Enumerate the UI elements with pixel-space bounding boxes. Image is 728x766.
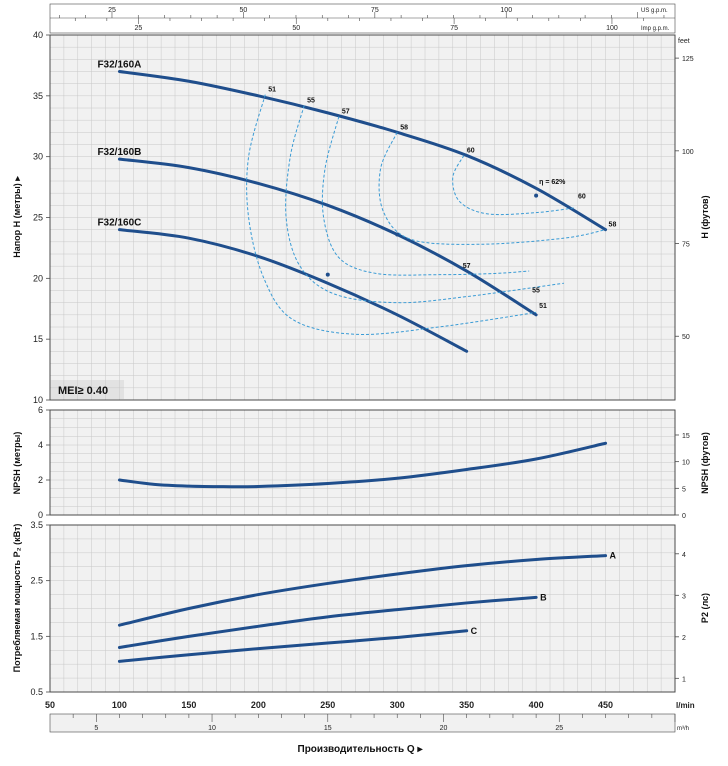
head-series-f32-160c xyxy=(117,228,469,353)
power-ylabel: Потребляемая мощность P₂ (кВт) xyxy=(12,524,22,673)
efficiency-isoline xyxy=(246,94,537,335)
feet-unit-label: feet xyxy=(678,38,690,45)
head-ytick-right-label: 100 xyxy=(682,149,694,156)
power-ytick-label: 1.5 xyxy=(30,631,43,641)
power-ytick-right-label: 3 xyxy=(682,593,686,600)
efficiency-isoline xyxy=(452,155,576,216)
efficiency-label: 55 xyxy=(532,287,540,294)
head-series-label: F32/160C xyxy=(97,218,141,229)
x-impgpm-tick-label: 75 xyxy=(450,25,458,32)
power-ytick-right-label: 1 xyxy=(682,676,686,683)
head-ytick-label: 20 xyxy=(33,273,43,283)
head-ytick-right-label: 50 xyxy=(682,334,690,341)
top-strip xyxy=(49,3,676,34)
power-ytick-label: 3.5 xyxy=(30,520,43,530)
power-series-c xyxy=(117,629,469,663)
x-lmin-tick-label: 50 xyxy=(45,700,55,710)
x-m3h-tick-label: 5 xyxy=(94,725,98,732)
power-ytick-right-label: 2 xyxy=(682,635,686,642)
x-usgpm-unit: US g.p.m. xyxy=(641,8,668,14)
power-series-label: A xyxy=(610,551,617,561)
power-series-label: B xyxy=(540,592,547,602)
efficiency-isoline xyxy=(285,105,564,304)
npsh-ylabel-right: NPSH (футов) xyxy=(700,432,710,494)
x-title: Производительность Q ▸ xyxy=(298,744,424,755)
head-ylabel-right: H (футов) xyxy=(700,195,710,238)
power-series-label: C xyxy=(471,626,478,636)
x-lmin-tick-label: 250 xyxy=(320,700,335,710)
efficiency-point xyxy=(395,232,400,237)
x-lmin-tick-label: 100 xyxy=(112,700,127,710)
head-series-label: F32/160B xyxy=(97,147,141,158)
npsh-panel-frame xyxy=(49,409,676,516)
npsh-ytick-label: 4 xyxy=(38,440,43,450)
npsh-ytick-right-label: 0 xyxy=(682,513,686,520)
head-series-f32-160b xyxy=(117,157,538,317)
efficiency-isoline xyxy=(378,132,606,245)
power-panel-frame xyxy=(49,524,676,693)
x-lmin-tick-label: 450 xyxy=(598,700,613,710)
x-impgpm-unit: Imp g.p.m. xyxy=(641,26,670,32)
head-ytick-label: 15 xyxy=(33,334,43,344)
npsh-ytick-right-label: 10 xyxy=(682,460,690,467)
power-ytick-right-label: 4 xyxy=(682,552,686,559)
power-ytick-label: 0.5 xyxy=(30,687,43,697)
efficiency-label: 58 xyxy=(400,124,408,131)
x-lmin-tick-label: 200 xyxy=(251,700,266,710)
x-impgpm-tick-label: 100 xyxy=(606,25,618,32)
head-ytick-right-label: 125 xyxy=(682,56,694,63)
power-series-b xyxy=(117,595,538,649)
npsh-ytick-label: 6 xyxy=(38,405,43,415)
power-ylabel-right: P2 (лс) xyxy=(700,593,710,623)
efficiency-label: η = 62% xyxy=(539,179,566,186)
x-impgpm-tick-label: 25 xyxy=(135,25,143,32)
head-series-f32-160a xyxy=(117,70,608,232)
x-lmin-tick-label: 150 xyxy=(181,700,196,710)
x-m3h-tick-label: 25 xyxy=(555,725,563,732)
efficiency-label: 60 xyxy=(578,194,586,201)
efficiency-isoline xyxy=(321,116,530,276)
power-series-a xyxy=(117,554,608,627)
npsh-ytick-label: 2 xyxy=(38,475,43,485)
x-usgpm-tick-label: 50 xyxy=(240,7,248,14)
head-ytick-label: 40 xyxy=(33,30,43,40)
x-m3h-unit: m³/h xyxy=(677,726,689,732)
npsh-ytick-right-label: 5 xyxy=(682,486,686,493)
efficiency-label: 60 xyxy=(467,147,475,154)
head-ytick-label: 25 xyxy=(33,213,43,223)
npsh-series-npsh xyxy=(117,441,608,489)
npsh-ytick-right-label: 15 xyxy=(682,433,690,440)
head-ytick-label: 35 xyxy=(33,91,43,101)
npsh-ytick-label: 0 xyxy=(38,510,43,520)
head-series-label: F32/160A xyxy=(97,60,141,71)
m3h-strip xyxy=(49,713,676,733)
efficiency-label: 55 xyxy=(307,98,315,105)
head-ylabel: Напор H (метры) ▸ xyxy=(12,176,22,258)
x-m3h-tick-label: 10 xyxy=(208,725,216,732)
x-lmin-tick-label: 300 xyxy=(390,700,405,710)
power-ytick-label: 2.5 xyxy=(30,576,43,586)
x-impgpm-tick-label: 50 xyxy=(292,25,300,32)
efficiency-label: 58 xyxy=(609,222,617,229)
x-lmin-tick-label: 350 xyxy=(459,700,474,710)
efficiency-point xyxy=(325,272,330,277)
mei-label: MEI≥ 0.40 xyxy=(58,385,108,397)
x-usgpm-tick-label: 100 xyxy=(500,7,512,14)
head-ytick-right-label: 75 xyxy=(682,242,690,249)
efficiency-point xyxy=(534,193,539,198)
x-m3h-tick-label: 15 xyxy=(324,725,332,732)
head-ytick-label: 10 xyxy=(33,395,43,405)
efficiency-label: 57 xyxy=(463,263,471,270)
npsh-ylabel: NPSH (метры) xyxy=(12,432,22,495)
efficiency-label: 57 xyxy=(342,109,350,116)
x-lmin-unit: l/min xyxy=(676,701,695,710)
efficiency-label: 51 xyxy=(268,87,276,94)
x-lmin-tick-label: 400 xyxy=(529,700,544,710)
head-ytick-label: 30 xyxy=(33,152,43,162)
x-usgpm-tick-label: 75 xyxy=(371,7,379,14)
efficiency-label: 51 xyxy=(539,303,547,310)
x-m3h-tick-label: 20 xyxy=(440,725,448,732)
x-usgpm-tick-label: 25 xyxy=(108,7,116,14)
